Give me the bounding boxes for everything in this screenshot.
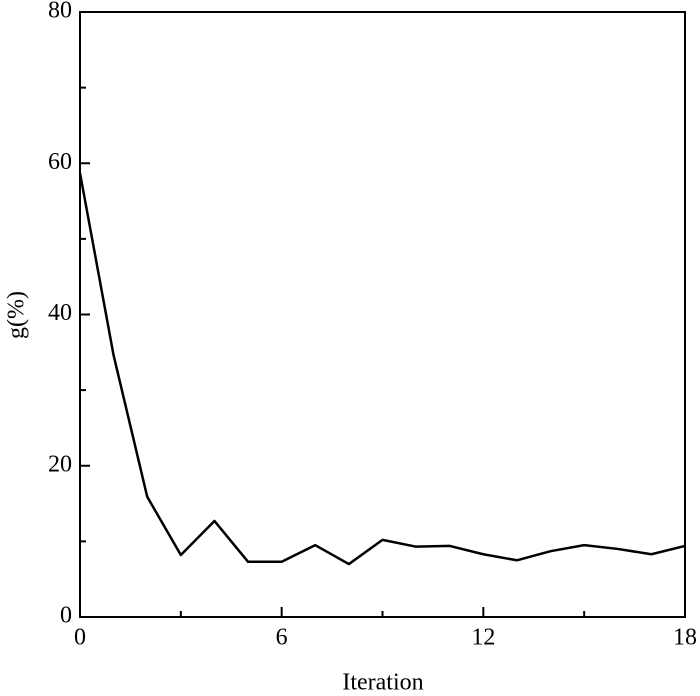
- x-axis-label: Iteration: [342, 670, 423, 696]
- x-tick-label: 18: [673, 625, 697, 651]
- plot-frame: [79, 11, 686, 618]
- y-tick-label: 80: [48, 0, 72, 24]
- x-tick-label: 6: [276, 625, 288, 651]
- y-tick-label: 60: [48, 149, 72, 175]
- y-tick-label: 0: [60, 603, 72, 629]
- data-line: [78, 172, 686, 566]
- y-tick-label: 40: [48, 300, 72, 326]
- y-axis-label: g(%): [4, 291, 30, 339]
- x-tick-label: 12: [471, 625, 495, 651]
- y-tick-label: 20: [48, 451, 72, 477]
- x-tick-label: 0: [74, 625, 86, 651]
